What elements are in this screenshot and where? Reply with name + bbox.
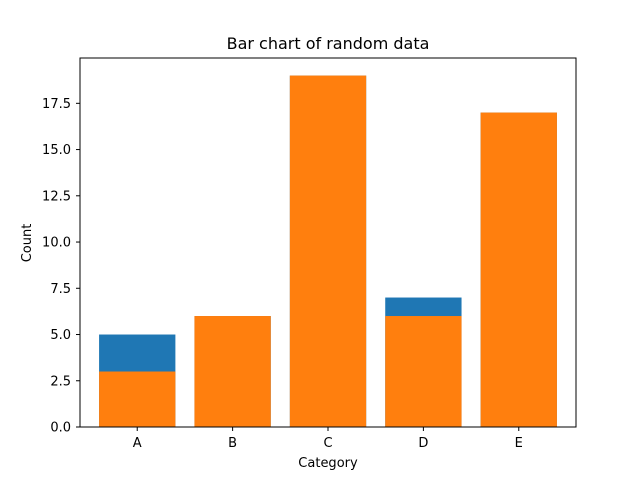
y-tick-label: 12.5 [42, 189, 71, 204]
bar-series2-E [480, 112, 557, 427]
y-tick-label: 10.0 [42, 236, 71, 251]
x-tick-label: D [418, 436, 428, 451]
x-axis-ticks: A B C D E [133, 427, 523, 451]
chart-title: Bar chart of random data [227, 34, 430, 53]
y-tick-label: 0.0 [50, 421, 71, 436]
y-axis-label: Count [20, 224, 35, 263]
bar-series2-D [385, 316, 462, 427]
x-tick-label: E [515, 436, 523, 451]
y-axis-ticks: 0.0 2.5 5.0 7.5 10.0 12.5 15.0 17.5 [42, 97, 80, 436]
y-tick-label: 5.0 [50, 328, 71, 343]
y-tick-label: 15.0 [42, 143, 71, 158]
bar-series2-C [289, 75, 367, 427]
y-tick-label: 17.5 [42, 97, 71, 112]
bar-series2-B [194, 316, 271, 427]
x-axis-label: Category [298, 456, 358, 471]
bar-series2-A [99, 371, 176, 427]
x-tick-label: C [323, 436, 332, 451]
bars-group [99, 75, 557, 427]
y-tick-label: 7.5 [50, 282, 71, 297]
x-tick-label: B [228, 436, 237, 451]
x-tick-label: A [133, 436, 142, 451]
y-tick-label: 2.5 [50, 374, 71, 389]
